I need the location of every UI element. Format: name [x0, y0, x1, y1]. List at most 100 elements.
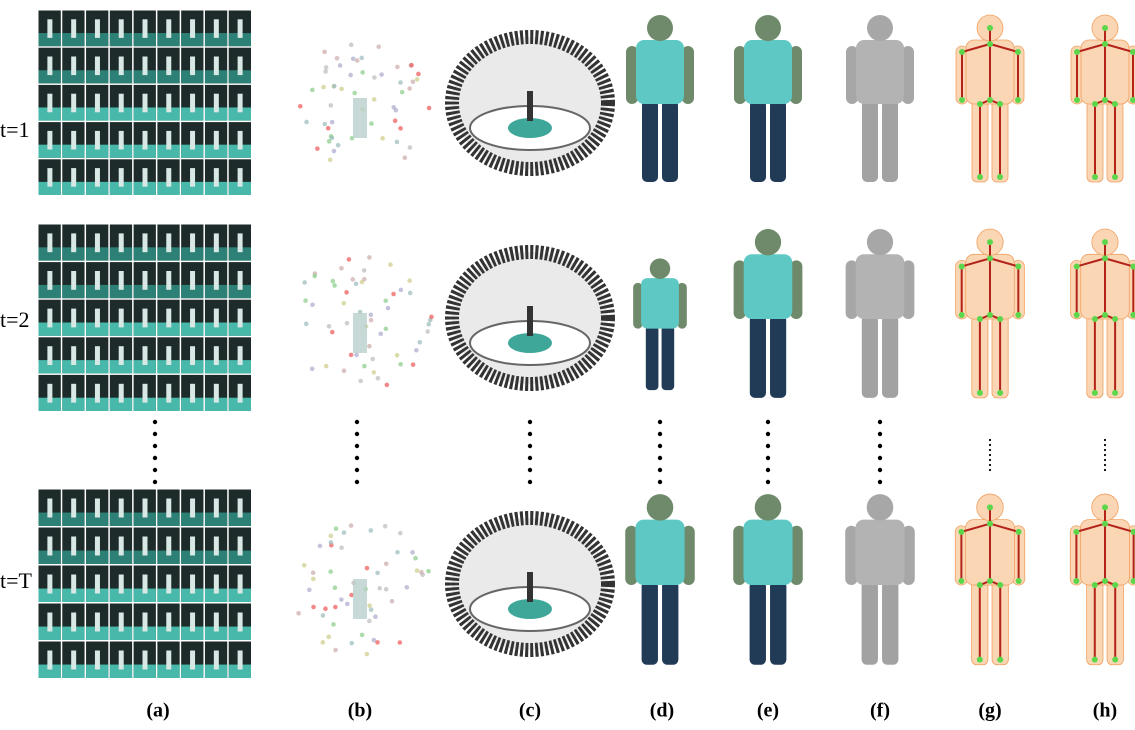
- thumbnail-person: [238, 168, 243, 187]
- camera-dot: [310, 302, 315, 307]
- camera-dot: [349, 43, 354, 48]
- camera-dot: [400, 90, 405, 95]
- torso: [856, 40, 904, 104]
- camera-dot: [398, 80, 403, 85]
- thumbnail-person: [95, 19, 100, 38]
- thumbnail-person: [47, 168, 52, 187]
- joint: [1112, 390, 1118, 396]
- camera-dot: [360, 280, 365, 285]
- camera-dot: [393, 108, 398, 113]
- thumbnail-person: [71, 233, 76, 252]
- thumbnail-person: [143, 613, 148, 632]
- camera-dot: [417, 340, 422, 345]
- camera-dot: [410, 550, 415, 555]
- thumbnail-person: [190, 168, 195, 187]
- camera-dot: [384, 587, 389, 592]
- camera-dot: [342, 530, 347, 535]
- camera-dot: [359, 56, 364, 61]
- camera-dot: [330, 330, 335, 335]
- thumbnail-person: [47, 537, 52, 556]
- ellipsis-dot: [878, 468, 882, 472]
- ellipsis-dot: [355, 468, 359, 472]
- joint: [1112, 101, 1118, 107]
- joint: [1112, 316, 1118, 322]
- camera-dot: [352, 91, 357, 96]
- camera-dot: [398, 531, 403, 536]
- thumbnail-person: [95, 575, 100, 594]
- joint: [1102, 312, 1108, 318]
- camera-dot: [333, 605, 338, 610]
- camera-dot: [311, 605, 316, 610]
- camera-dot: [365, 652, 370, 657]
- joint: [1092, 316, 1098, 322]
- camera-dot: [399, 288, 404, 293]
- camera-dot: [348, 73, 353, 78]
- thumbnail-person: [190, 384, 195, 403]
- torso: [744, 254, 793, 319]
- camera-dot: [312, 274, 317, 279]
- ellipsis-dot: [355, 444, 359, 448]
- thumbnail-person: [119, 233, 124, 252]
- camera-dot: [315, 146, 320, 151]
- joint: [997, 657, 1003, 663]
- camera-dot: [345, 602, 350, 607]
- dome-person: [527, 306, 533, 336]
- thumbnail-person: [119, 346, 124, 365]
- camera-dot: [384, 326, 389, 331]
- torso: [744, 40, 792, 104]
- ellipsis-dot: [989, 439, 991, 441]
- column-label: (e): [757, 700, 779, 722]
- thumbnail-person: [190, 271, 195, 290]
- leg: [750, 315, 766, 398]
- camera-dot: [351, 56, 356, 61]
- ellipsis-dot: [658, 468, 662, 472]
- thumbnail-person: [238, 57, 243, 76]
- thumbnail-person: [214, 384, 219, 403]
- thumbnail-person: [95, 384, 100, 403]
- thumbnail-person: [71, 131, 76, 150]
- camera-dot: [354, 282, 359, 287]
- thumbnail-person: [238, 499, 243, 518]
- thumbnail-person: [95, 499, 100, 518]
- thumbnail-person: [166, 233, 171, 252]
- joint: [959, 49, 965, 55]
- head: [867, 15, 893, 41]
- thumbnail-person: [214, 168, 219, 187]
- head: [867, 494, 894, 521]
- camera-dot: [331, 622, 336, 627]
- thumbnail-person: [238, 651, 243, 670]
- camera-dot: [333, 648, 338, 653]
- page: {"row_labels": ["t=1", "t=2", "t=T"], "c…: [0, 0, 1135, 725]
- thumbnail-person: [71, 651, 76, 670]
- camera-dot: [335, 56, 340, 61]
- thumbnail-person: [238, 346, 243, 365]
- joint: [987, 578, 993, 584]
- camera-dot: [321, 85, 326, 90]
- thumbnail-person: [238, 613, 243, 632]
- ellipsis-dot: [153, 432, 157, 436]
- joint: [977, 390, 983, 396]
- thumbnail-person: [143, 346, 148, 365]
- thumbnail-person: [47, 499, 52, 518]
- joint: [1102, 239, 1108, 245]
- camera-dot: [383, 298, 388, 303]
- dome-person: [527, 91, 533, 121]
- camera-dot: [328, 157, 333, 162]
- camera-dot: [379, 72, 384, 77]
- joint: [1016, 578, 1022, 584]
- human-figure: [845, 494, 915, 665]
- camera-dot: [372, 97, 377, 102]
- thumbnail-person: [71, 499, 76, 518]
- thumbnail-person: [95, 168, 100, 187]
- thumbnail-person: [214, 346, 219, 365]
- thumbnail-person: [143, 19, 148, 38]
- thumbnail-person: [238, 271, 243, 290]
- ellipsis-dot: [878, 420, 882, 424]
- ellipsis-dot: [989, 449, 991, 451]
- camera-dot: [347, 257, 352, 262]
- camera-dot: [370, 357, 375, 362]
- thumbnail-person: [95, 271, 100, 290]
- thumbnail-person: [166, 19, 171, 38]
- ellipsis-dot: [153, 456, 157, 460]
- camera-dot: [304, 120, 309, 125]
